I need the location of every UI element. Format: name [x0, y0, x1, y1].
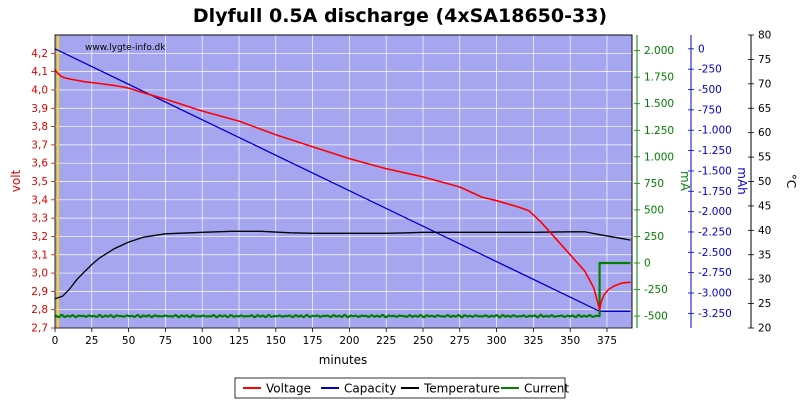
mah-tick-label-8: -1.250 [698, 145, 732, 157]
ma-tick-label-4: 500 [644, 204, 664, 216]
mah-tick-label-1: -3.000 [698, 288, 732, 300]
ma-tick-label-10: 2.000 [644, 45, 674, 57]
mah-tick-label-5: -2.000 [698, 206, 732, 218]
volt-tick-label-5: 3,2 [31, 231, 48, 243]
mah-tick-label-9: -1.000 [698, 125, 732, 137]
volt-tick-label-0: 2,7 [31, 323, 48, 335]
ma-tick-label-5: 750 [644, 178, 664, 190]
ma-tick-label-3: 250 [644, 231, 664, 243]
legend-label-temperature: Temperature [423, 382, 500, 396]
x-tick-label-15: 375 [597, 335, 617, 347]
celsius-tick-label-4: 40 [758, 225, 771, 237]
celsius-tick-label-12: 80 [758, 30, 771, 42]
celsius-tick-label-11: 75 [758, 54, 771, 66]
ma-tick-label-9: 1.750 [644, 72, 674, 84]
volt-tick-label-3: 3,0 [31, 268, 48, 280]
ma-tick-label-7: 1.250 [644, 125, 674, 137]
x-tick-label-12: 300 [487, 335, 507, 347]
volt-tick-label-1: 2,8 [31, 304, 48, 316]
celsius-tick-label-5: 45 [758, 200, 771, 212]
volt-tick-label-9: 3,6 [31, 158, 48, 170]
x-tick-label-1: 25 [85, 335, 98, 347]
y-axis-label-volt: volt [9, 169, 23, 192]
mah-tick-label-12: -250 [698, 64, 722, 76]
x-tick-label-7: 175 [303, 335, 323, 347]
y-axis-label-celsius: °C [784, 174, 798, 188]
mah-tick-label-0: -3.250 [698, 308, 732, 320]
volt-tick-label-12: 3,9 [31, 103, 48, 115]
x-tick-label-5: 125 [229, 335, 249, 347]
x-tick-label-8: 200 [339, 335, 359, 347]
x-axis-label: minutes [319, 353, 368, 367]
volt-tick-label-15: 4,2 [31, 48, 48, 60]
axes: 0 25 50 75 100 125 150 175 200 225 250 275 300 325 350… [31, 30, 771, 348]
celsius-tick-label-9: 65 [758, 103, 771, 115]
x-tick-label-4: 100 [192, 335, 212, 347]
mah-tick-label-3: -2.500 [698, 247, 732, 259]
mah-tick-label-13: 0 [698, 43, 705, 55]
x-tick-label-14: 350 [560, 335, 580, 347]
mah-tick-label-11: -500 [698, 84, 722, 96]
ma-tick-label-1: -250 [644, 284, 668, 296]
celsius-tick-label-8: 60 [758, 127, 771, 139]
series-layer [54, 35, 631, 328]
celsius-tick-label-7: 55 [758, 152, 771, 164]
volt-tick-label-7: 3,4 [31, 194, 48, 206]
x-tick-label-9: 225 [376, 335, 396, 347]
x-tick-label-0: 0 [52, 335, 59, 347]
mah-tick-label-4: -2.250 [698, 226, 732, 238]
mah-tick-label-6: -1.750 [698, 186, 732, 198]
series-current [55, 261, 631, 319]
x-tick-label-10: 250 [413, 335, 433, 347]
ma-tick-label-6: 1.000 [644, 151, 674, 163]
y-axis-label-ma: mA [678, 171, 692, 192]
series-voltage [54, 69, 631, 311]
celsius-tick-label-0: 20 [758, 323, 771, 335]
volt-tick-label-13: 4,0 [31, 84, 48, 96]
legend-label-capacity: Capacity [344, 382, 396, 396]
mah-tick-label-2: -2.750 [698, 267, 732, 279]
legend-label-current: Current [524, 382, 569, 396]
celsius-tick-label-6: 50 [758, 176, 771, 188]
celsius-tick-label-1: 25 [758, 298, 771, 310]
volt-tick-label-10: 3,7 [31, 139, 48, 151]
series-temperature [54, 230, 631, 300]
volt-tick-label-11: 3,8 [31, 121, 48, 133]
celsius-tick-label-2: 30 [758, 274, 771, 286]
chart-title: Dlyfull 0.5A discharge (4xSA18650-33) [193, 5, 607, 27]
volt-tick-label-6: 3,3 [31, 213, 48, 225]
mah-tick-label-7: -1.500 [698, 165, 732, 177]
celsius-tick-label-3: 35 [758, 249, 771, 261]
volt-tick-label-8: 3,5 [31, 176, 48, 188]
x-tick-label-13: 325 [523, 335, 543, 347]
x-tick-label-3: 75 [159, 335, 172, 347]
volt-tick-label-14: 4,1 [31, 66, 48, 78]
legend: Voltage Capacity Temperature Current [234, 377, 569, 399]
y-axis-label-mah: mAh [735, 167, 749, 195]
celsius-tick-label-10: 70 [758, 78, 771, 90]
legend-label-voltage: Voltage [266, 382, 311, 396]
x-tick-label-6: 150 [266, 335, 286, 347]
ma-tick-label-8: 1.500 [644, 98, 674, 110]
mah-tick-label-10: -750 [698, 104, 722, 116]
volt-tick-label-2: 2,9 [31, 286, 48, 298]
x-tick-label-2: 50 [122, 335, 135, 347]
watermark: www.lygte-info.dk [85, 43, 166, 53]
legend-box [234, 377, 566, 399]
x-tick-label-11: 275 [450, 335, 470, 347]
ma-tick-label-0: -500 [644, 311, 668, 323]
ma-tick-label-2: 0 [644, 258, 651, 270]
volt-tick-label-4: 3,1 [31, 249, 48, 261]
